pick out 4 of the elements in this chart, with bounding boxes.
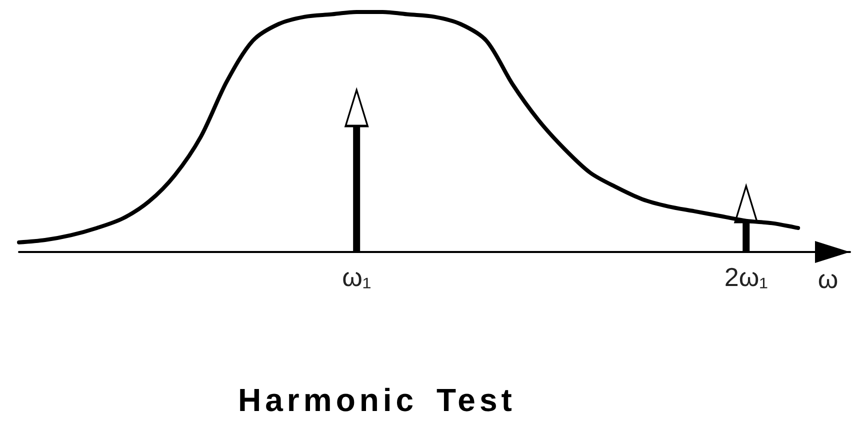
x-tick-label: 2ω₁ — [724, 262, 768, 292]
x-tick-label: ω₁ — [342, 262, 372, 292]
text: Harmonic Test — [238, 382, 516, 418]
x-axis-title: ω — [818, 264, 838, 294]
